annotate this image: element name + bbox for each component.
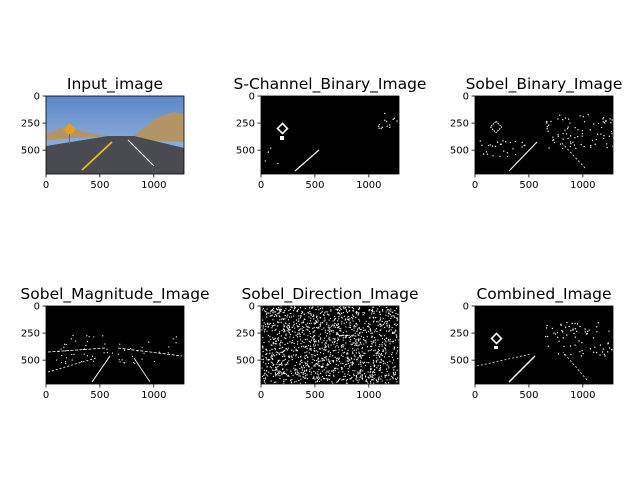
panel-title: Sobel_Direction_Image	[241, 285, 418, 304]
panel-title: Input_image	[67, 75, 163, 94]
axes-frame	[474, 95, 614, 175]
panel-image	[46, 96, 184, 174]
x-tick-label: 0	[258, 390, 264, 401]
panel-image	[475, 306, 613, 384]
y-tick-label: 250	[21, 119, 40, 130]
x-tick-label: 0	[472, 390, 478, 401]
x-tick-label: 500	[90, 180, 109, 191]
x-tick-label: 1000	[356, 180, 381, 191]
y-tick-label: 250	[450, 329, 469, 340]
y-tick-label: 500	[236, 356, 255, 367]
x-tick-label: 500	[305, 180, 324, 191]
y-tick-label: 0	[249, 302, 255, 313]
y-tick-label: 0	[463, 302, 469, 313]
panel-image	[261, 306, 399, 385]
y-tick-label: 250	[236, 119, 255, 130]
x-tick-label: 1000	[570, 180, 595, 191]
axes-frame	[260, 305, 400, 385]
y-tick-label: 0	[249, 92, 255, 103]
panel-title: Combined_Image	[476, 285, 611, 304]
y-tick-label: 250	[236, 329, 255, 340]
panels-layer: Input_image 0 500 1000 0 250 500 S-Channel_Bina…	[20, 75, 622, 401]
x-tick-label: 0	[43, 180, 49, 191]
y-tick-label: 500	[21, 146, 40, 157]
panel-title: S-Channel_Binary_Image	[234, 75, 427, 94]
axes-frame	[45, 95, 185, 175]
panel-image	[475, 96, 614, 174]
y-tick-label: 250	[450, 119, 469, 130]
y-tick-label: 500	[21, 356, 40, 367]
x-tick-label: 0	[472, 180, 478, 191]
y-tick-label: 250	[21, 329, 40, 340]
y-tick-label: 0	[463, 92, 469, 103]
x-tick-label: 1000	[141, 390, 166, 401]
x-tick-label: 500	[519, 180, 538, 191]
x-tick-label: 0	[258, 180, 264, 191]
x-tick-label: 500	[305, 390, 324, 401]
x-tick-label: 0	[43, 390, 49, 401]
panel-image	[46, 306, 184, 384]
x-tick-label: 500	[90, 390, 109, 401]
x-tick-label: 1000	[570, 390, 595, 401]
x-tick-label: 500	[519, 390, 538, 401]
panel-photo: Input_image 0 500 1000 0 250 500	[21, 75, 185, 191]
panel-title: Sobel_Magnitude_Image	[20, 285, 209, 304]
y-tick-label: 500	[450, 356, 469, 367]
axes-frame	[474, 305, 614, 385]
panel-image	[261, 96, 399, 174]
y-tick-label: 500	[236, 146, 255, 157]
y-tick-label: 500	[450, 146, 469, 157]
panel-combined: Combined_Image 0 500 1000 0 250 500	[450, 285, 614, 401]
y-tick-label: 0	[34, 302, 40, 313]
panel-title: Sobel_Binary_Image	[466, 75, 623, 94]
x-tick-label: 1000	[356, 390, 381, 401]
x-tick-label: 1000	[141, 180, 166, 191]
axes-frame	[45, 305, 185, 385]
y-tick-label: 0	[34, 92, 40, 103]
axes-frame	[260, 95, 400, 175]
